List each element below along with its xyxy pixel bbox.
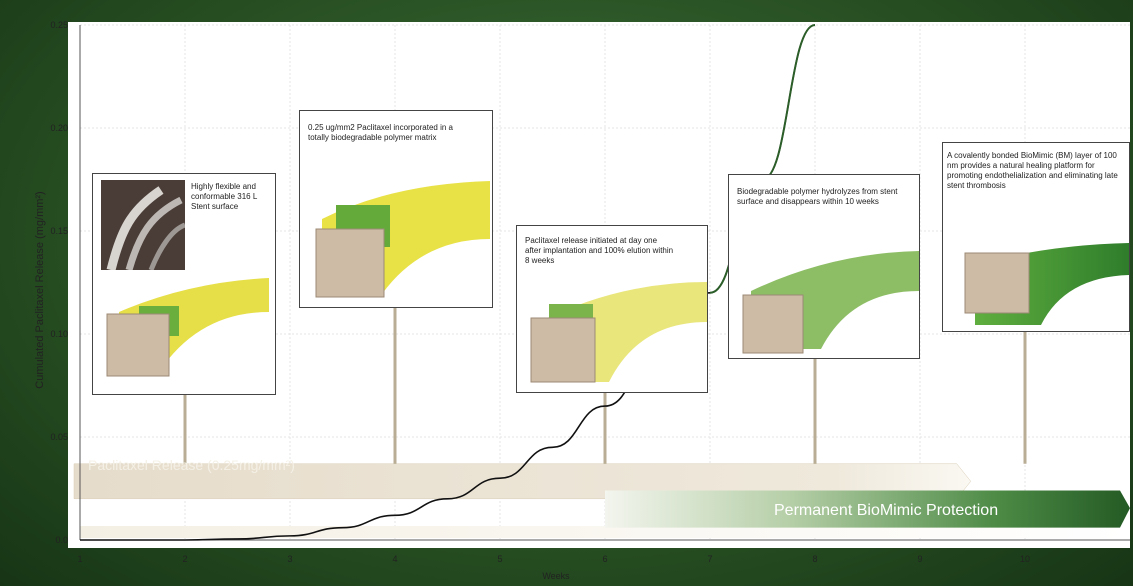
polymer-matrix-illustration: [315, 181, 490, 298]
hydrolysis-illustration: [742, 251, 919, 354]
x-tick-label: 8: [812, 554, 817, 564]
callout-polymer-matrix-text: 0.25 ug/mm2 Paclitaxel incorporated in a…: [308, 123, 453, 142]
callout-polymer-hydrolyzes-text: Biodegradable polymer hydrolyzes from st…: [737, 187, 898, 206]
x-tick-label: 10: [1020, 554, 1030, 564]
x-tick-label: 3: [287, 554, 292, 564]
y-tick-label: 0.05: [50, 432, 68, 442]
y-tick-label: 0.20: [50, 123, 68, 133]
y-tick-label: 0.0: [55, 535, 68, 545]
y-tick-label: 0.10: [50, 329, 68, 339]
callout-stent-surface: Highly flexible and conformable 316 L St…: [92, 173, 276, 395]
band-label-protection: Permanent BioMimic Protection: [774, 502, 999, 519]
timeline-bands: [73, 308, 1130, 538]
x-tick-label: 4: [392, 554, 397, 564]
callout-release-initiated-text: Paclitaxel release initiated at day one …: [525, 236, 674, 265]
x-tick-label: 1: [77, 554, 82, 564]
protection-band: [605, 490, 1130, 528]
stent-photo-icon: [101, 180, 185, 270]
y-tick-label: 0.15: [50, 226, 68, 236]
callout-polymer-matrix: 0.25 ug/mm2 Paclitaxel incorporated in a…: [299, 110, 493, 308]
x-tick-label: 7: [707, 554, 712, 564]
callout-release-initiated: Paclitaxel release initiated at day one …: [516, 225, 708, 393]
x-axis-label: Weeks: [542, 571, 570, 581]
callout-stent-surface-text: Highly flexible and conformable 316 L St…: [191, 182, 257, 211]
callout-biomimic-layer-text: A covalently bonded BioMimic (BM) layer …: [947, 151, 1118, 190]
release-band: [73, 463, 972, 500]
y-axis-label: Cumulated Paclitaxel Release (mg/mm²): [34, 191, 46, 389]
callout-biomimic-layer: A covalently bonded BioMimic (BM) layer …: [942, 142, 1130, 332]
x-tick-label: 9: [917, 554, 922, 564]
band-label-release: Paclitaxel Release (0.25mg/mm²): [88, 457, 295, 473]
baseline-band: [80, 526, 1130, 538]
release-illustration: [530, 282, 707, 383]
biomimic-illustration: [964, 243, 1129, 325]
callout-polymer-hydrolyzes: Biodegradable polymer hydrolyzes from st…: [728, 174, 920, 359]
y-tick-label: 0.25: [50, 20, 68, 30]
axes: 1 2 3 4 5 6 7 8 9 10 0.0 0.05 0.10 0.15 0.20 0.25: [50, 20, 1130, 564]
stent-strut-illustration: [106, 278, 269, 377]
x-tick-label: 6: [602, 554, 607, 564]
x-tick-label: 2: [182, 554, 187, 564]
x-tick-label: 5: [497, 554, 502, 564]
